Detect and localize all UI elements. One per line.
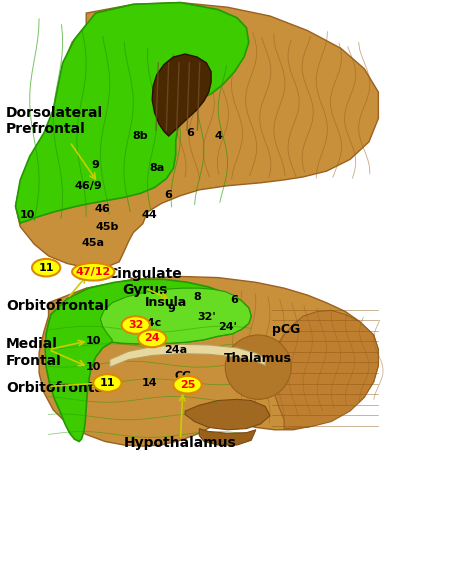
Text: 25: 25: [180, 380, 195, 390]
Text: 46: 46: [95, 204, 110, 214]
Text: 6: 6: [231, 295, 238, 305]
Polygon shape: [185, 399, 270, 430]
Text: 10: 10: [19, 210, 35, 220]
Text: Thalamus: Thalamus: [224, 352, 292, 365]
Text: 24': 24': [218, 322, 237, 332]
Text: Cingulate
Gyrus: Cingulate Gyrus: [108, 267, 182, 298]
Polygon shape: [100, 288, 251, 344]
Text: 8: 8: [193, 292, 201, 302]
Text: 8a: 8a: [149, 163, 164, 173]
Polygon shape: [45, 279, 251, 442]
Text: Insula: Insula: [145, 296, 187, 309]
Text: 11: 11: [38, 263, 54, 273]
Text: 44: 44: [142, 210, 158, 220]
Text: Orbitofrontal: Orbitofrontal: [6, 380, 109, 395]
Text: 10: 10: [86, 336, 101, 346]
Text: 9: 9: [91, 161, 100, 171]
Text: Dorsolateral
Prefrontal: Dorsolateral Prefrontal: [6, 106, 103, 136]
Text: 32': 32': [197, 312, 216, 322]
Polygon shape: [131, 278, 147, 289]
Ellipse shape: [173, 376, 201, 393]
Text: 24c: 24c: [139, 318, 161, 328]
Text: 24: 24: [145, 333, 160, 343]
Ellipse shape: [138, 330, 166, 348]
Text: 6: 6: [165, 189, 173, 199]
Polygon shape: [199, 429, 256, 445]
Text: 45a: 45a: [82, 238, 105, 248]
Text: 11: 11: [100, 378, 115, 388]
Polygon shape: [39, 276, 378, 446]
Text: pCG: pCG: [273, 323, 301, 336]
Text: 9: 9: [167, 303, 175, 313]
Text: CG: CG: [174, 371, 191, 381]
Text: 45b: 45b: [96, 222, 119, 232]
Polygon shape: [16, 2, 249, 224]
Text: 32: 32: [128, 320, 143, 330]
Text: Orbitofrontal: Orbitofrontal: [6, 299, 109, 313]
Polygon shape: [152, 54, 211, 136]
Text: 46/9: 46/9: [75, 181, 102, 191]
Text: 24a: 24a: [164, 345, 187, 355]
Text: Medial
Frontal: Medial Frontal: [6, 338, 62, 368]
Text: 10: 10: [86, 362, 101, 372]
Ellipse shape: [225, 335, 291, 399]
Text: 8b: 8b: [133, 131, 148, 141]
Polygon shape: [270, 310, 378, 429]
Text: 6: 6: [186, 128, 194, 138]
Text: 4: 4: [214, 131, 222, 141]
Ellipse shape: [32, 259, 60, 276]
Text: 14: 14: [142, 378, 158, 388]
Ellipse shape: [121, 316, 150, 334]
Ellipse shape: [72, 263, 115, 280]
Polygon shape: [16, 2, 378, 268]
Polygon shape: [110, 345, 265, 367]
Ellipse shape: [93, 374, 121, 392]
Text: 47/12: 47/12: [76, 267, 111, 277]
Text: Hypothalamus: Hypothalamus: [124, 436, 237, 450]
